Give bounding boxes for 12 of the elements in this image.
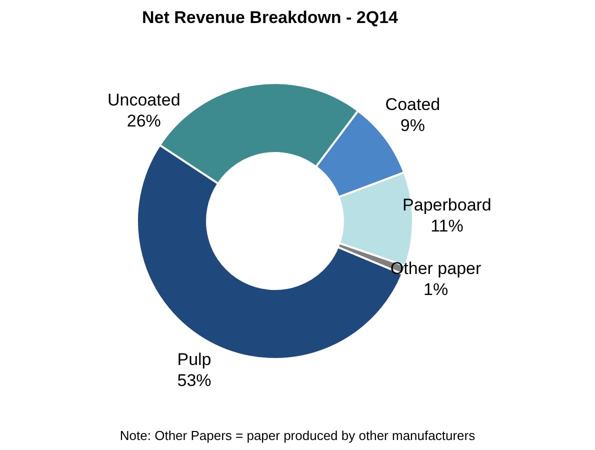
data-label: 53% bbox=[177, 370, 212, 390]
text: Note: Other Papers = paper produced by other manufacturers bbox=[118, 428, 476, 443]
slice-label: Other paper bbox=[390, 259, 482, 278]
data-label: 26% bbox=[126, 111, 161, 130]
slice-label: Paperboard bbox=[402, 196, 492, 215]
data-label: 1% bbox=[424, 280, 448, 300]
data-label: 11% bbox=[430, 216, 464, 236]
slice-label: Pulp bbox=[177, 350, 212, 369]
slice-label: Uncoated bbox=[108, 90, 180, 110]
slice-label: Coated bbox=[385, 94, 440, 114]
data-label: 9% bbox=[400, 116, 426, 135]
chart-title: Net Revenue Breakdown - 2Q14 bbox=[140, 8, 400, 28]
